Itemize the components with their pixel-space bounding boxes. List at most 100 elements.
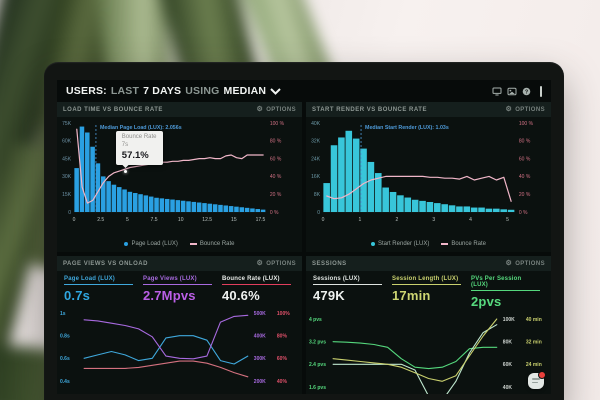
legend-item-bounce-rate[interactable]: Bounce Rate bbox=[441, 241, 486, 247]
svg-text:40K: 40K bbox=[503, 385, 513, 391]
svg-text:40K: 40K bbox=[311, 121, 321, 127]
svg-text:Median Page Load (LUX): 2.056s: Median Page Load (LUX): 2.056s bbox=[100, 125, 182, 131]
svg-text:3.2 pvs: 3.2 pvs bbox=[309, 339, 326, 345]
svg-text:300K: 300K bbox=[254, 356, 266, 362]
svg-text:?: ? bbox=[525, 89, 528, 95]
svg-text:24K: 24K bbox=[311, 156, 321, 162]
svg-text:2.5: 2.5 bbox=[97, 217, 104, 223]
gear-icon: ⚙ bbox=[505, 260, 513, 267]
svg-text:100%: 100% bbox=[277, 311, 290, 317]
laptop-bezel: USERS: LAST 7 DAYS USING MEDIAN bbox=[44, 62, 564, 400]
chart-tooltip: Bounce Rate 7s 57.1% bbox=[115, 131, 163, 173]
svg-text:Median Start Render (LUX): 1.0: Median Start Render (LUX): 1.03s bbox=[365, 125, 449, 131]
users-filter-dropdown[interactable]: USERS: LAST 7 DAYS USING MEDIAN bbox=[66, 85, 281, 97]
svg-text:80%: 80% bbox=[277, 333, 288, 339]
metric-page-load: Page Load (LUX) 0.7s bbox=[64, 276, 137, 303]
svg-text:80 %: 80 % bbox=[270, 139, 282, 145]
legend-dot-icon bbox=[370, 241, 375, 246]
scrollbar-thumb[interactable] bbox=[540, 85, 542, 97]
svg-text:40 %: 40 % bbox=[519, 174, 531, 180]
metric-value: 0.7s bbox=[64, 288, 91, 303]
svg-text:5: 5 bbox=[126, 217, 129, 223]
svg-text:80K: 80K bbox=[503, 339, 513, 345]
notification-dot bbox=[538, 371, 546, 379]
svg-text:40 %: 40 % bbox=[270, 174, 282, 180]
svg-text:20 %: 20 % bbox=[519, 192, 531, 198]
svg-text:32 min: 32 min bbox=[526, 339, 542, 345]
panel-load-time: LOAD TIME VS BOUNCE RATE ⚙ OPTIONS 75K 60… bbox=[57, 102, 302, 252]
page-views-sparkline-chart[interactable]: 1s 0.8s 0.6s 0.4s 500K 400K 300K 200K 100% 80% 60%… bbox=[57, 305, 302, 394]
panel-grid: LOAD TIME VS BOUNCE RATE ⚙ OPTIONS 75K 60… bbox=[57, 102, 551, 394]
metric-page-views: Page Views (LUX) 2.7Mpvs bbox=[143, 276, 216, 303]
svg-text:400K: 400K bbox=[254, 333, 266, 339]
load-time-legend: Page Load (LUX) Bounce Rate bbox=[57, 237, 302, 250]
svg-text:75K: 75K bbox=[62, 121, 72, 127]
svg-text:80 %: 80 % bbox=[519, 139, 531, 145]
gear-icon: ⚙ bbox=[256, 260, 264, 267]
topbar-icons: ? bbox=[492, 85, 542, 97]
svg-text:100K: 100K bbox=[503, 317, 515, 323]
metric-value: 2pvs bbox=[471, 294, 502, 309]
gear-icon: ⚙ bbox=[505, 106, 513, 113]
sessions-sparkline-chart[interactable]: 4 pvs 3.2 pvs 2.4 pvs 1.6 pvs 100K 80K 60K 40K 4… bbox=[306, 311, 551, 394]
dashboard-topbar: USERS: LAST 7 DAYS USING MEDIAN bbox=[57, 80, 551, 102]
svg-text:4 pvs: 4 pvs bbox=[309, 317, 322, 323]
options-button[interactable]: ⚙ OPTIONS bbox=[505, 260, 545, 267]
svg-text:0: 0 bbox=[68, 210, 71, 216]
svg-text:500K: 500K bbox=[254, 311, 266, 317]
metric-bounce-rate: Bounce Rate (LUX) 40.6% bbox=[222, 276, 295, 303]
gear-icon: ⚙ bbox=[256, 106, 264, 113]
panel-title: START RENDER VS BOUNCE RATE bbox=[312, 106, 427, 113]
svg-text:30K: 30K bbox=[62, 174, 72, 180]
panel-title: SESSIONS bbox=[312, 260, 347, 267]
panel-start-render-header: START RENDER VS BOUNCE RATE ⚙ OPTIONS bbox=[306, 102, 551, 117]
svg-text:1s: 1s bbox=[60, 311, 66, 317]
chevron-down-icon bbox=[270, 87, 281, 95]
svg-text:0.8s: 0.8s bbox=[60, 333, 70, 339]
legend-item-bounce-rate[interactable]: Bounce Rate bbox=[189, 241, 235, 247]
legend-item-start-render[interactable]: Start Render (LUX) bbox=[370, 241, 429, 247]
svg-text:0.6s: 0.6s bbox=[60, 356, 70, 362]
svg-text:1.6 pvs: 1.6 pvs bbox=[309, 385, 326, 391]
load-time-chart[interactable]: 75K 60K 45K 30K 15K 0 100 % 80 % 60 % 40 % 20 % 0 %… bbox=[57, 117, 302, 237]
last-label: LAST bbox=[110, 85, 140, 97]
panel-sessions: SESSIONS ⚙ OPTIONS Sessions (LUX) 479K S… bbox=[306, 256, 551, 394]
svg-text:60 %: 60 % bbox=[270, 156, 282, 162]
panel-title: PAGE VIEWS VS ONLOAD bbox=[63, 260, 148, 267]
svg-text:0.4s: 0.4s bbox=[60, 379, 70, 385]
svg-text:10: 10 bbox=[178, 217, 184, 223]
users-label: USERS: bbox=[66, 85, 107, 97]
svg-text:16K: 16K bbox=[311, 174, 321, 180]
panel-start-render: START RENDER VS BOUNCE RATE ⚙ OPTIONS 40… bbox=[306, 102, 551, 252]
metric-value: 2.7Mpvs bbox=[143, 288, 196, 303]
legend-item-page-load[interactable]: Page Load (LUX) bbox=[124, 241, 178, 247]
metric-sessions: Sessions (LUX) 479K bbox=[313, 276, 386, 309]
help-icon[interactable]: ? bbox=[522, 87, 531, 96]
svg-text:20 %: 20 % bbox=[270, 192, 282, 198]
svg-text:4: 4 bbox=[469, 217, 472, 223]
svg-text:60K: 60K bbox=[503, 362, 513, 368]
svg-text:0: 0 bbox=[317, 210, 320, 216]
image-icon[interactable] bbox=[507, 87, 517, 96]
svg-text:45K: 45K bbox=[62, 156, 72, 162]
svg-text:40%: 40% bbox=[277, 379, 288, 385]
svg-text:15K: 15K bbox=[62, 192, 72, 198]
chat-widget-button[interactable] bbox=[528, 371, 546, 389]
panel-load-time-header: LOAD TIME VS BOUNCE RATE ⚙ OPTIONS bbox=[57, 102, 302, 117]
metric-value: 479K bbox=[313, 288, 345, 303]
svg-text:0: 0 bbox=[322, 217, 325, 223]
svg-text:40 min: 40 min bbox=[526, 317, 542, 323]
svg-text:0: 0 bbox=[73, 217, 76, 223]
svg-text:100 %: 100 % bbox=[519, 121, 534, 127]
svg-text:3: 3 bbox=[432, 217, 435, 223]
sessions-metrics: Sessions (LUX) 479K Session Length (LUX)… bbox=[306, 271, 551, 311]
options-button[interactable]: ⚙ OPTIONS bbox=[256, 260, 296, 267]
metric-label: MEDIAN bbox=[223, 85, 267, 97]
options-button[interactable]: ⚙ OPTIONS bbox=[256, 106, 296, 113]
svg-text:17.5: 17.5 bbox=[256, 217, 266, 223]
start-render-chart[interactable]: 40K 32K 24K 16K 8K 0 100 % 80 % 60 % 40 % 20 % 0 % 0… bbox=[306, 117, 551, 237]
options-button[interactable]: ⚙ OPTIONS bbox=[505, 106, 545, 113]
svg-text:15: 15 bbox=[231, 217, 237, 223]
monitor-icon[interactable] bbox=[492, 87, 502, 96]
